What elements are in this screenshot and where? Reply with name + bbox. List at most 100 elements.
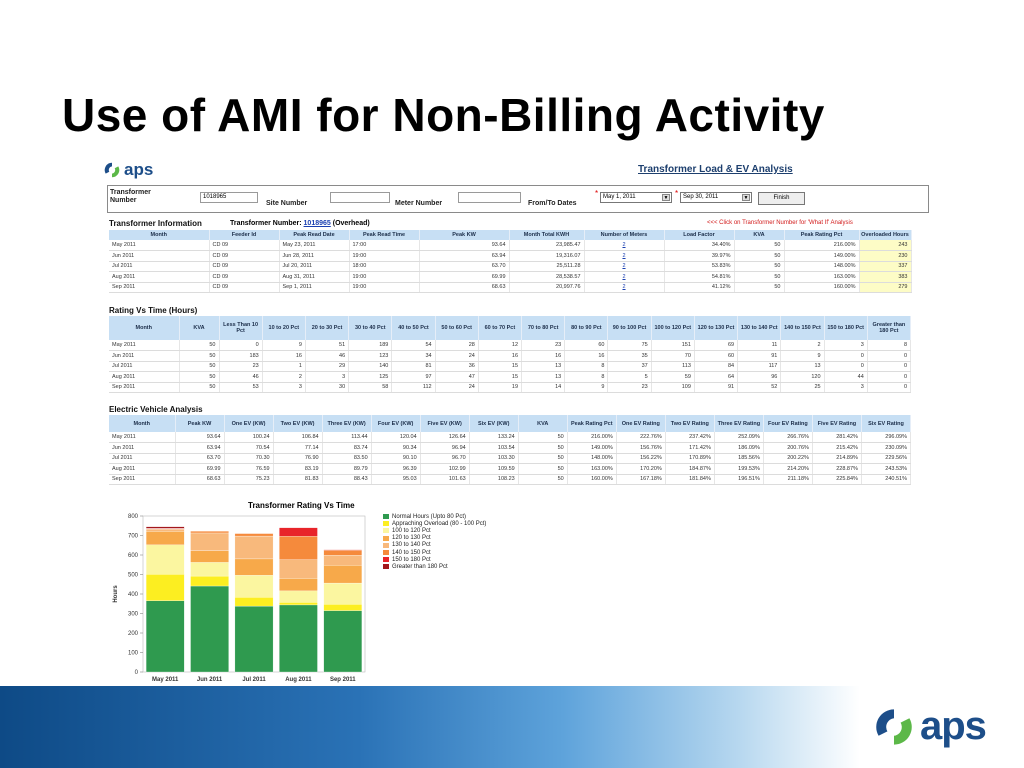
column-header: KVA bbox=[734, 230, 785, 240]
meter-count-link[interactable]: 2 bbox=[622, 252, 626, 259]
table-cell: 47 bbox=[435, 371, 479, 383]
bar-segment bbox=[190, 550, 229, 563]
chart-title: Transformer Rating Vs Time bbox=[248, 501, 355, 510]
y-tick-label: 600 bbox=[128, 553, 139, 559]
legend-item: 120 to 130 Pct bbox=[383, 535, 486, 542]
table-cell: 156.76% bbox=[616, 442, 666, 454]
table-cell: 23,985.47 bbox=[509, 240, 585, 251]
bar-segment bbox=[323, 582, 363, 605]
table-cell: 15 bbox=[478, 361, 523, 372]
column-header: One EV Rating bbox=[616, 415, 666, 432]
table-cell: 96 bbox=[737, 371, 782, 383]
table-cell: 53 bbox=[219, 382, 263, 393]
legend-label: Normal Hours (Upto 80 Pct) bbox=[392, 513, 467, 520]
table-cell: 63.70 bbox=[175, 453, 225, 464]
table-cell: 50 bbox=[179, 382, 220, 393]
column-header: Peak KW bbox=[419, 230, 510, 240]
table-cell: 103.30 bbox=[469, 453, 519, 464]
chevron-down-icon[interactable]: ▼ bbox=[662, 194, 670, 201]
x-tick-label: Jul 2011 bbox=[242, 677, 266, 683]
table-cell: 81 bbox=[391, 361, 436, 372]
meter-count-link[interactable]: 2 bbox=[622, 242, 626, 248]
column-header: Two EV (KW) bbox=[273, 415, 323, 432]
table-row: May 2011 93.64 100.24 106.84 113.44 120.04 126… bbox=[109, 432, 912, 443]
table-cell: 2 bbox=[584, 240, 665, 251]
meter-count-link[interactable]: 2 bbox=[622, 263, 626, 270]
table-cell: 120 bbox=[780, 371, 825, 383]
table-cell: 163.00% bbox=[784, 271, 860, 283]
table-cell: 0 bbox=[219, 340, 263, 351]
table-cell: 77.14 bbox=[273, 442, 323, 454]
meter-count-link[interactable]: 2 bbox=[622, 284, 626, 291]
table-cell: 19,316.07 bbox=[509, 250, 585, 262]
column-header: Peak Rating Pct bbox=[784, 230, 860, 240]
table-cell: 100.24 bbox=[224, 432, 274, 443]
site-number-input[interactable] bbox=[330, 192, 390, 203]
table-cell: Aug 2011 bbox=[109, 371, 180, 383]
column-header: 120 to 130 Pct bbox=[694, 316, 739, 340]
table-cell: 170.89% bbox=[665, 453, 715, 464]
meter-number-input[interactable] bbox=[458, 192, 521, 203]
legend-swatch bbox=[383, 528, 389, 534]
bar-segment bbox=[279, 602, 318, 606]
table-cell: Jul 2011 bbox=[109, 361, 180, 372]
to-date-select[interactable]: Sep 30, 2011 ▼ bbox=[680, 192, 752, 203]
table-cell: 54.81% bbox=[664, 271, 735, 283]
required-mark: * bbox=[595, 189, 599, 198]
chevron-down-icon[interactable]: ▼ bbox=[742, 194, 750, 201]
table-cell: 222.76% bbox=[616, 432, 666, 443]
table-cell: 200.76% bbox=[763, 442, 813, 454]
finish-button[interactable]: Finish bbox=[758, 192, 805, 205]
table-cell: 50 bbox=[734, 250, 785, 262]
from-date-select[interactable]: May 1, 2011 ▼ bbox=[600, 192, 672, 203]
table-cell: 8 bbox=[564, 361, 609, 372]
column-header: KVA bbox=[179, 316, 220, 340]
table-cell: 19:00 bbox=[349, 282, 420, 293]
table-cell: 13 bbox=[780, 361, 825, 372]
table-cell: 75 bbox=[607, 340, 652, 351]
table-cell: 3 bbox=[305, 371, 350, 383]
table-cell: 69.99 bbox=[175, 463, 225, 475]
footer-logo-text: aps bbox=[920, 704, 987, 748]
table-cell: 196.51% bbox=[714, 474, 764, 485]
column-header: 140 to 150 Pct bbox=[780, 316, 825, 340]
table-cell: 0 bbox=[867, 361, 912, 372]
required-mark: * bbox=[675, 189, 679, 198]
site-number-label: Site Number bbox=[266, 200, 308, 207]
legend-label: 120 to 130 Pct bbox=[392, 535, 431, 542]
table-cell: 211.18% bbox=[763, 474, 813, 485]
legend-swatch bbox=[383, 557, 389, 563]
table-cell: 64 bbox=[694, 371, 739, 383]
table-cell: 0 bbox=[867, 371, 912, 383]
table-cell: 36 bbox=[435, 361, 479, 372]
bar-segment bbox=[190, 532, 229, 551]
table-cell: CD 09 bbox=[209, 250, 280, 262]
column-header: Three EV (KW) bbox=[322, 415, 372, 432]
table-cell: 50 bbox=[179, 371, 220, 383]
table-cell: 170.20% bbox=[616, 463, 666, 475]
table-cell: 214.20% bbox=[763, 463, 813, 475]
table-cell: 12 bbox=[478, 340, 523, 351]
table-cell: Aug 2011 bbox=[109, 463, 176, 475]
transformer-number-link[interactable]: 1018965 bbox=[303, 220, 331, 227]
table-cell: May 2011 bbox=[109, 240, 210, 251]
table-cell: 88.43 bbox=[322, 474, 372, 485]
table-cell: 60 bbox=[564, 340, 609, 351]
column-header: Two EV Rating bbox=[665, 415, 715, 432]
table-cell: Aug 2011 bbox=[109, 271, 210, 283]
table-cell: 24 bbox=[435, 382, 479, 393]
column-header: Four EV (KW) bbox=[371, 415, 421, 432]
column-header: Load Factor bbox=[664, 230, 735, 240]
table-cell: Jul 2011 bbox=[109, 453, 176, 464]
table-cell: 58 bbox=[348, 382, 393, 393]
transformer-type: (Overhead) bbox=[332, 220, 370, 227]
table-cell: 160.00% bbox=[567, 474, 617, 485]
legend-label: 130 to 140 Pct bbox=[392, 542, 431, 549]
transformer-number-input[interactable]: 1018965 bbox=[200, 192, 258, 203]
table-row: Aug 2011 50 46 2 3 125 97 47 15 13 8 5 59 64 96 120 44 0 bbox=[109, 371, 912, 383]
aps-logo-icon bbox=[104, 162, 120, 178]
table-cell: 167.18% bbox=[616, 474, 666, 485]
meter-count-link[interactable]: 2 bbox=[622, 273, 626, 280]
slide-title: Use of AMI for Non-Billing Activity bbox=[62, 89, 825, 141]
bar-segment bbox=[190, 585, 229, 673]
